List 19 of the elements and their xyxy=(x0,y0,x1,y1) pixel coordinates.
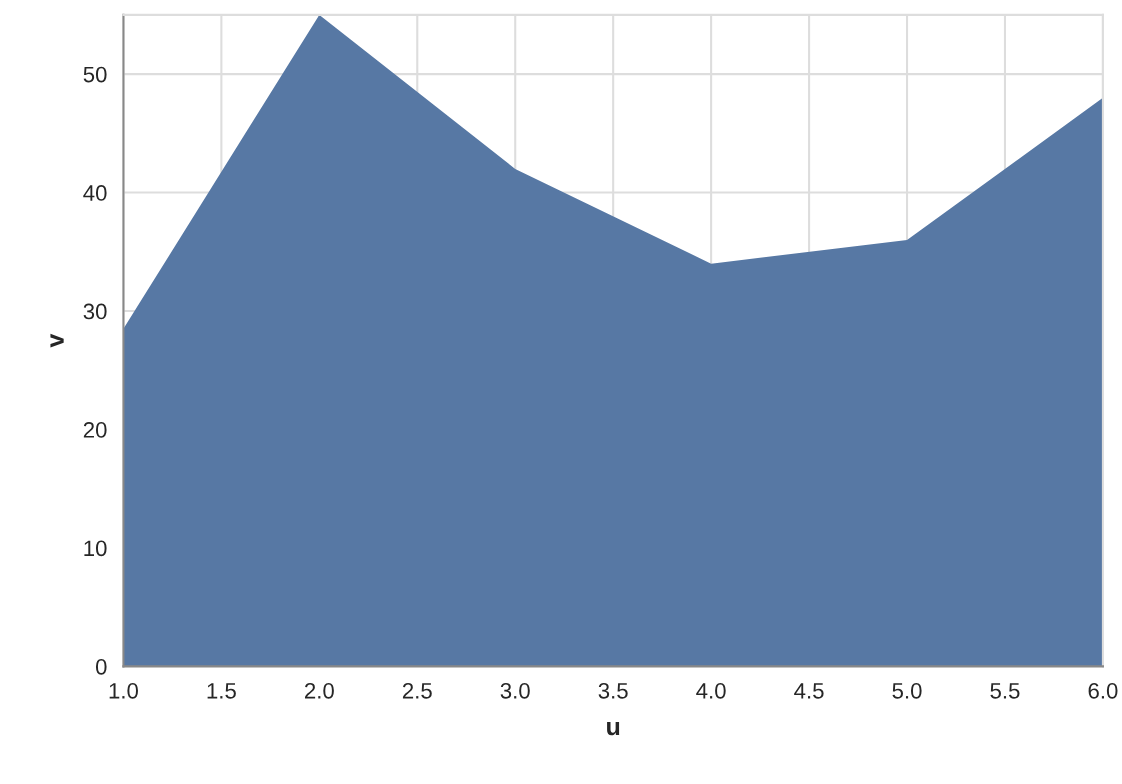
x-axis-title: u xyxy=(607,721,620,736)
y-tick-label: 50 xyxy=(83,66,107,83)
x-tick-label: 1.0 xyxy=(109,682,138,699)
x-tick-label: 1.5 xyxy=(207,683,236,699)
x-tick-label: 5.0 xyxy=(892,682,922,699)
x-tick-label: 3.0 xyxy=(500,682,530,699)
x-tick-label: 4.0 xyxy=(696,682,726,699)
x-tick-label: 2.5 xyxy=(402,682,432,699)
x-tick-label: 5.5 xyxy=(990,683,1020,699)
y-tick-label: 40 xyxy=(83,185,107,201)
y-tick-label: 30 xyxy=(83,303,107,320)
y-axis-title: v xyxy=(50,333,64,348)
x-tick-label: 3.5 xyxy=(598,682,628,699)
y-tick-label: 0 xyxy=(95,658,107,675)
x-tick-label: 4.5 xyxy=(794,683,824,699)
y-tick-label: 20 xyxy=(83,422,107,438)
x-tick-label: 2.0 xyxy=(304,682,334,699)
x-tick-label: 6.0 xyxy=(1088,682,1118,699)
y-tick-label: 10 xyxy=(84,540,107,557)
